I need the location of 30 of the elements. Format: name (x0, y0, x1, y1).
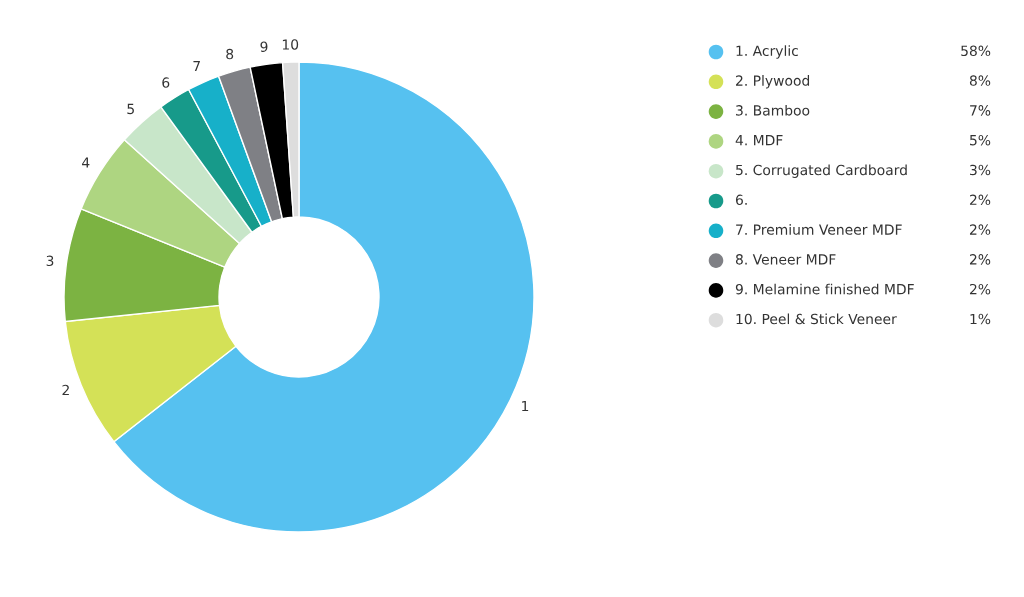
legend-label: 7. Premium Veneer MDF (736, 224, 902, 235)
text: 6 (162, 77, 170, 88)
data-label: 5% (970, 134, 991, 146)
text: 5 (127, 103, 134, 115)
legend-label: 6. (735, 194, 747, 206)
text: 2 (62, 384, 69, 396)
legend-label: 4. MDF (735, 135, 783, 146)
text: 3 (46, 255, 54, 267)
text: 9 (260, 41, 268, 53)
legend-label: 8. Veneer MDF (735, 254, 836, 265)
legend-label: 9. Melamine finished MDF (735, 283, 914, 295)
data-label: 58% (961, 45, 991, 57)
data-label: 2% (969, 224, 991, 235)
data-label: 3% (970, 164, 991, 176)
data-label: 2% (969, 194, 991, 206)
legend-label: 2. Plywood (736, 75, 810, 89)
legend-label: 1. Acrylic (736, 45, 798, 59)
data-label: 2% (969, 283, 991, 295)
text: 4 (82, 157, 90, 168)
text: 7 (193, 61, 200, 72)
legend-label: 5. Corrugated Cardboard (736, 164, 907, 178)
text: 8 (226, 48, 234, 60)
text: 10 (282, 39, 299, 50)
data-label: 8% (969, 75, 991, 86)
legend-label: 10. Peel & Stick Veneer (736, 313, 897, 325)
text: 1 (522, 400, 529, 412)
data-label: 2% (969, 254, 991, 265)
legend-label: 3. Bamboo (736, 104, 810, 116)
data-label: 7% (970, 105, 991, 116)
data-label: 1% (970, 313, 991, 325)
